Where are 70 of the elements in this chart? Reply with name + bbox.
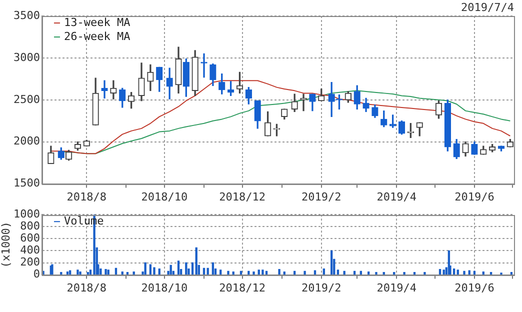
legend-label: 26-week MA [64, 30, 131, 43]
bar [490, 272, 492, 275]
bar [252, 271, 255, 275]
bar [100, 268, 102, 275]
bar [76, 270, 79, 275]
y-tick-label: 0 [33, 268, 40, 281]
bar [191, 262, 194, 275]
bar [438, 269, 442, 275]
candlestick [101, 80, 108, 99]
y-tick-label: 2500 [14, 92, 40, 106]
bar [304, 270, 306, 275]
x-tick-label: 2019/6 [454, 281, 494, 294]
bar [79, 271, 82, 275]
bar [195, 247, 198, 275]
bar [60, 272, 62, 275]
bar [86, 272, 90, 275]
bar [330, 250, 333, 275]
bar [212, 262, 214, 275]
bar [227, 270, 230, 275]
x-tick-label: 2019/6 [454, 190, 494, 204]
y-tick-label: 800 [20, 220, 40, 232]
y-tick-label: 600 [20, 232, 40, 245]
bar [413, 272, 416, 275]
bar [375, 272, 378, 275]
bar [220, 270, 222, 275]
y-tick-label: 2000 [14, 134, 40, 148]
bar [382, 272, 385, 275]
bar [126, 272, 129, 275]
bar [510, 272, 513, 275]
y-tick-label: 1000 [14, 207, 40, 220]
bar [144, 262, 146, 275]
bar [177, 260, 180, 275]
bar [262, 270, 264, 275]
bar [185, 262, 188, 275]
candlestick [300, 94, 307, 112]
bar [278, 269, 280, 275]
bar [463, 270, 466, 275]
y-tick-label: 1500 [14, 176, 40, 190]
bar [149, 264, 152, 275]
x-tick-label: 2018/10 [141, 281, 188, 294]
bar [107, 270, 110, 275]
legend-label: 13-week MA [64, 16, 131, 29]
bar [322, 268, 326, 275]
candlestick [200, 53, 208, 78]
bar [456, 270, 459, 275]
x-tick-label: 2018/12 [219, 190, 266, 204]
y-tick-label: 200 [20, 256, 40, 269]
x-tick-label: 2018/12 [219, 281, 266, 294]
x-tick-label: 2019/2 [302, 281, 342, 294]
bar [104, 269, 107, 275]
y-tick-label: 3000 [14, 50, 40, 64]
bar [258, 270, 260, 275]
bar [403, 272, 406, 275]
y-tick-label: 3500 [14, 8, 40, 22]
bar [158, 268, 160, 275]
x-tick-label: 2018/8 [66, 190, 107, 204]
bar [452, 268, 456, 275]
x-tick-label: 2019/4 [376, 281, 417, 294]
x-tick-label: 2018/10 [141, 190, 188, 204]
bar [442, 270, 445, 275]
bar [153, 267, 156, 275]
y-axis-title: (x1000) [0, 222, 12, 268]
y-tick-label: 400 [20, 244, 40, 257]
bar [393, 272, 396, 275]
bar [424, 272, 426, 275]
text: 2019/7/4 [461, 1, 514, 14]
x-tick-label: 2018/8 [66, 281, 107, 294]
x-tick-label: 2019/4 [376, 190, 417, 204]
bar [336, 270, 340, 275]
x-tick-label: 2019/2 [302, 190, 342, 204]
